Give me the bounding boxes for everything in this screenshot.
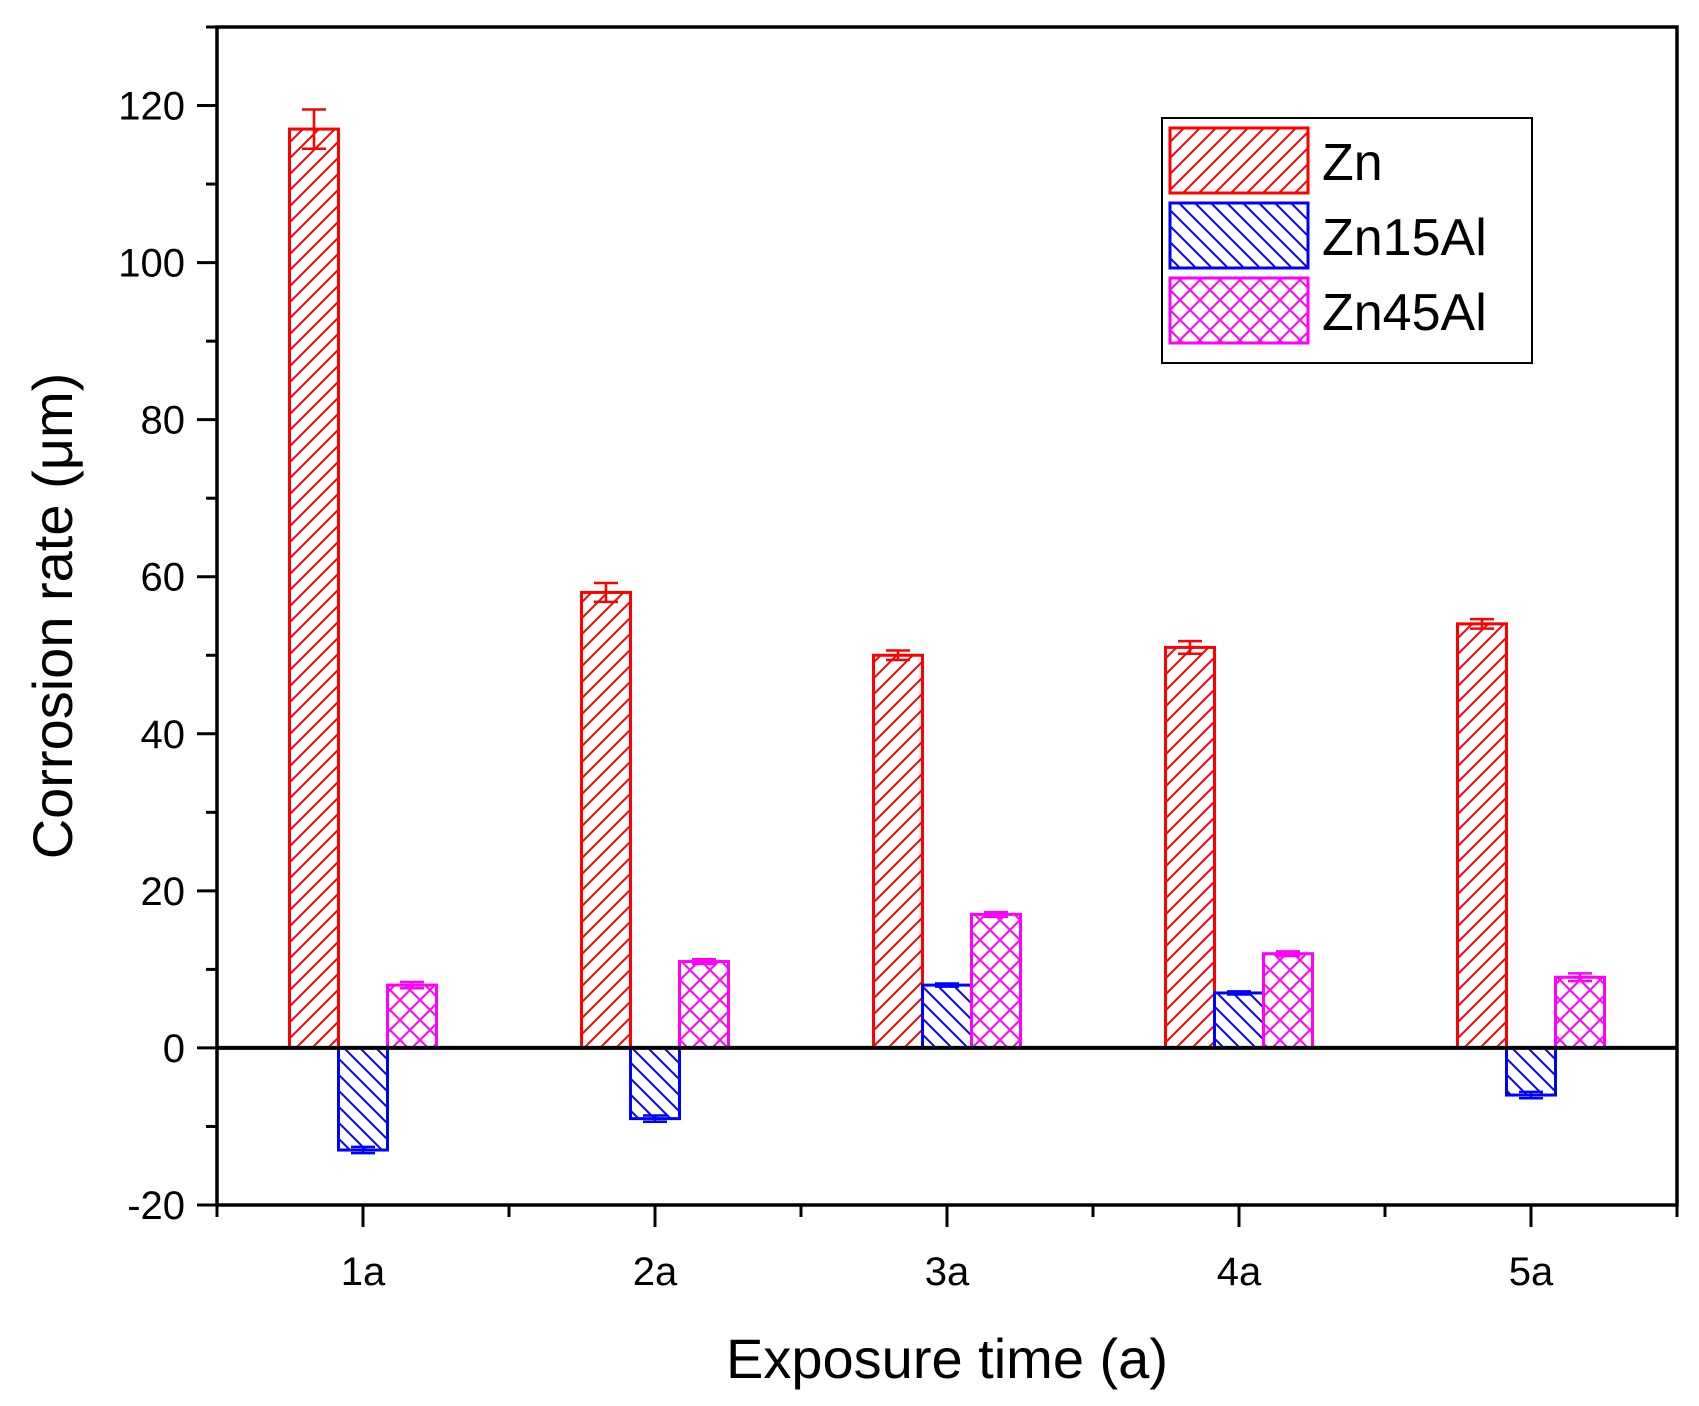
error-bar-zn15al-3a <box>935 982 959 988</box>
error-bar-zn15al-1a <box>351 1145 375 1155</box>
y-tick-label: 120 <box>118 85 185 129</box>
bar-zn-2a <box>580 590 632 1050</box>
bar-zn-5a <box>1456 622 1508 1050</box>
legend-label-zn45al: Zn45Al <box>1322 284 1487 342</box>
legend-label-zn15al: Zn15Al <box>1322 209 1487 267</box>
bar-zn15al-4a <box>1213 991 1265 1050</box>
bar-zn15al-3a <box>921 983 973 1050</box>
y-axis-title: Corrosion rate (μm) <box>21 373 84 860</box>
error-bar-zn-2a <box>594 581 618 604</box>
error-bar-zn45al-1a <box>400 980 424 990</box>
error-bar-zn15al-4a <box>1227 990 1251 996</box>
error-bar-zn15al-2a <box>643 1114 667 1124</box>
error-bar-zn45al-5a <box>1568 972 1592 983</box>
bar-zn45al-4a <box>1262 952 1314 1050</box>
bar-zn-3a <box>872 653 924 1050</box>
error-bar-zn-3a <box>886 649 910 662</box>
bar-zn15al-1a <box>337 1046 389 1152</box>
error-bar-zn-1a <box>302 108 326 150</box>
y-tick-label: 40 <box>141 713 186 757</box>
x-axis-title: Exposure time (a) <box>726 1327 1168 1390</box>
x-tick-label: 3a <box>925 1250 970 1294</box>
error-bar-zn45al-4a <box>1276 950 1300 958</box>
axes: -20 0 20 40 60 80 100 120 1a 2a 3a 4a 5a Exposure tim… <box>21 25 1679 1390</box>
legend-label-zn: Zn <box>1322 134 1383 192</box>
y-tick-label: 60 <box>141 556 186 600</box>
bar-zn15al-5a <box>1505 1046 1557 1097</box>
bar-zn45al-1a <box>386 983 438 1050</box>
x-tick-label: 2a <box>633 1250 678 1294</box>
y-tick-label: 0 <box>163 1027 185 1071</box>
x-tick-label: 4a <box>1217 1250 1262 1294</box>
bar-zn-4a <box>1164 645 1216 1050</box>
y-tick-label: 20 <box>141 870 186 914</box>
y-tick-label: 80 <box>141 399 186 443</box>
x-tick-label: 5a <box>1509 1250 1554 1294</box>
bar-zn15al-2a <box>629 1046 681 1121</box>
legend-swatch-zn45al <box>1168 276 1310 345</box>
bar-zn-1a <box>288 127 340 1050</box>
error-bar-zn45al-2a <box>692 957 716 966</box>
legend-swatch-zn15al <box>1168 201 1310 270</box>
error-bar-zn-5a <box>1470 617 1494 630</box>
error-bar-zn-4a <box>1178 639 1202 655</box>
bar-zn45al-5a <box>1554 975 1606 1050</box>
y-tick-label: -20 <box>127 1184 185 1228</box>
y-tick-label: 100 <box>118 242 185 286</box>
bar-zn45al-2a <box>678 960 730 1050</box>
x-tick-label: 1a <box>341 1250 386 1294</box>
error-bar-zn15al-5a <box>1519 1090 1543 1100</box>
error-bar-zn45al-3a <box>984 910 1008 919</box>
legend: Zn Zn15Al Zn45Al <box>1161 117 1533 364</box>
plot-area <box>288 108 1606 1155</box>
bar-zn45al-3a <box>970 912 1022 1050</box>
legend-swatch-zn <box>1168 126 1310 195</box>
